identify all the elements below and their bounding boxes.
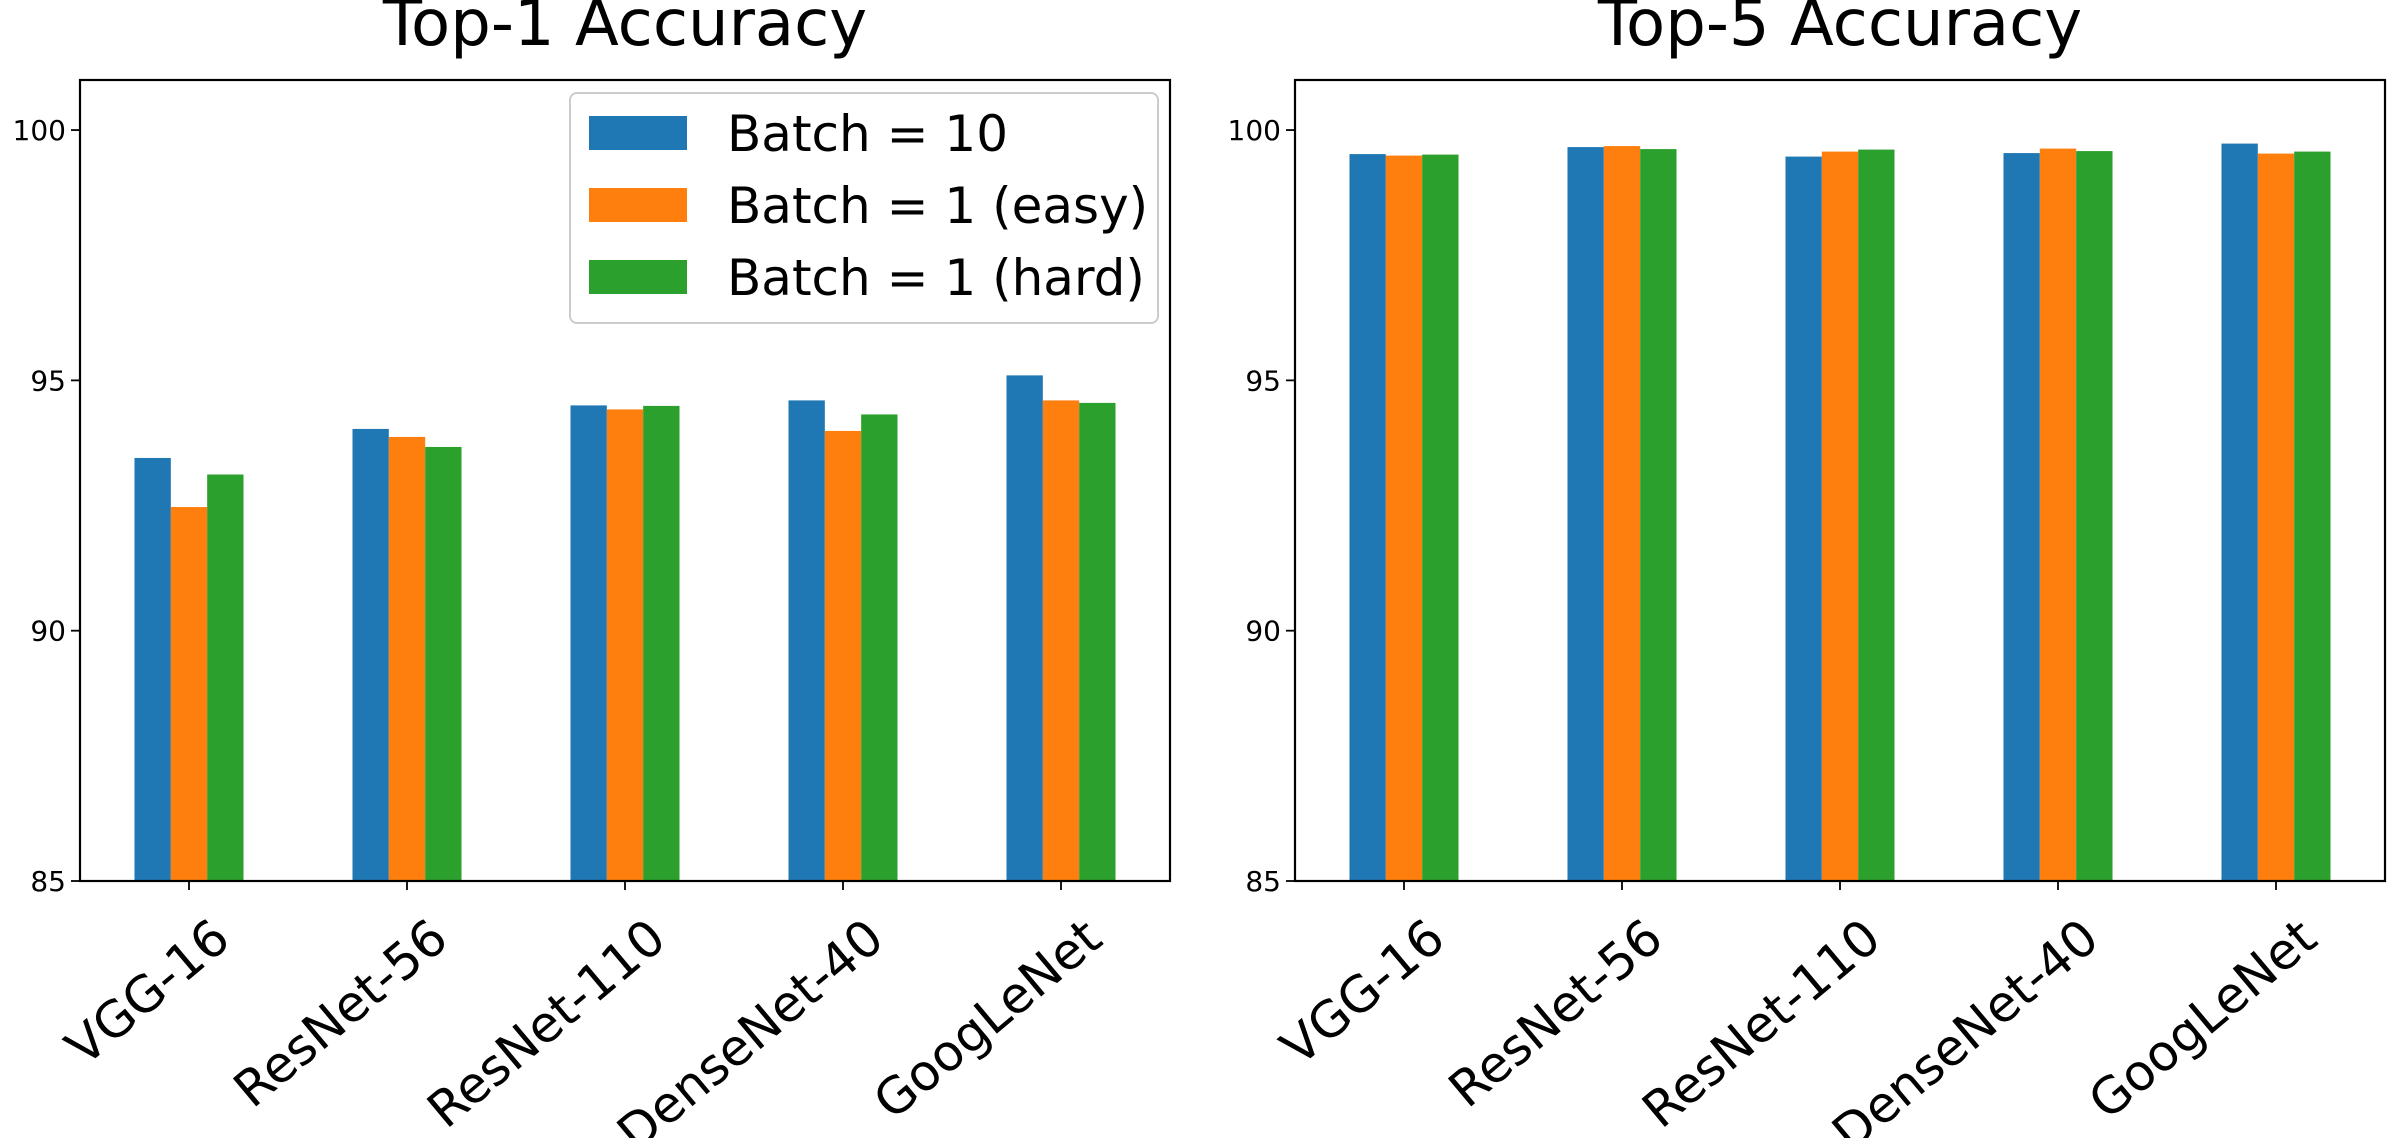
bar-resnet-110-batch-1-hard xyxy=(1858,149,1895,882)
bar-googlenet-batch-1-hard xyxy=(1079,402,1116,881)
y-tick-label: 90 xyxy=(1245,615,1281,648)
chart-title: Top-5 Accuracy xyxy=(1597,0,2082,61)
bar-resnet-110-batch-10 xyxy=(1785,156,1822,881)
bar-resnet-110-batch-1-easy xyxy=(1821,151,1859,882)
bar-resnet-56-batch-1-hard xyxy=(1640,149,1677,881)
y-tick-label: 85 xyxy=(30,865,66,898)
bar-densenet-40-batch-1-easy xyxy=(824,430,862,881)
legend-swatch-batch-10 xyxy=(589,116,687,150)
bar-resnet-56-batch-10 xyxy=(352,428,389,881)
bar-resnet-56-batch-1-easy xyxy=(388,436,426,881)
bar-densenet-40-batch-10 xyxy=(2003,153,2040,881)
bar-vgg-16-batch-1-easy xyxy=(1385,155,1423,882)
legend: Batch = 10 Batch = 1 (easy) Batch = 1 (har… xyxy=(569,92,1159,324)
legend-label-batch-10: Batch = 10 xyxy=(727,105,1008,163)
bar-densenet-40-batch-1-hard xyxy=(861,414,898,881)
bar-resnet-56-batch-1-easy xyxy=(1603,146,1641,881)
bar-googlenet-batch-1-hard xyxy=(2294,151,2331,882)
y-tick-label: 85 xyxy=(1245,865,1281,898)
bar-resnet-56-batch-1-hard xyxy=(425,446,462,881)
bar-vgg-16-batch-10 xyxy=(134,457,171,881)
bar-googlenet-batch-10 xyxy=(2221,143,2258,882)
bar-densenet-40-batch-1-easy xyxy=(2039,148,2077,881)
y-tick-label: 100 xyxy=(1228,114,1281,147)
bar-googlenet-batch-1-easy xyxy=(2257,153,2295,882)
legend-box xyxy=(569,92,1159,324)
chart-title: Top-1 Accuracy xyxy=(382,0,867,61)
legend-swatch-batch-1-easy xyxy=(589,188,687,222)
bar-googlenet-batch-10 xyxy=(1006,375,1043,881)
bar-resnet-110-batch-1-easy xyxy=(606,409,644,881)
bar-resnet-110-batch-1-hard xyxy=(643,405,680,881)
y-tick-label: 95 xyxy=(30,364,66,397)
bar-densenet-40-batch-10 xyxy=(788,400,825,881)
y-tick-label: 100 xyxy=(13,114,66,147)
y-tick-label: 90 xyxy=(30,615,66,648)
y-tick-label: 95 xyxy=(1245,364,1281,397)
bar-resnet-110-batch-10 xyxy=(570,405,607,881)
bar-vgg-16-batch-10 xyxy=(1349,154,1386,881)
legend-swatch-batch-1-hard xyxy=(589,260,687,294)
bar-vgg-16-batch-1-easy xyxy=(170,507,208,881)
legend-label-batch-1-easy: Batch = 1 (easy) xyxy=(727,177,1148,235)
bar-vgg-16-batch-1-hard xyxy=(207,474,244,881)
bar-resnet-56-batch-10 xyxy=(1567,147,1604,882)
legend-label-batch-1-hard: Batch = 1 (hard) xyxy=(727,249,1145,307)
bar-vgg-16-batch-1-hard xyxy=(1422,154,1459,881)
bar-googlenet-batch-1-easy xyxy=(1042,400,1080,881)
bar-densenet-40-batch-1-hard xyxy=(2076,151,2113,881)
